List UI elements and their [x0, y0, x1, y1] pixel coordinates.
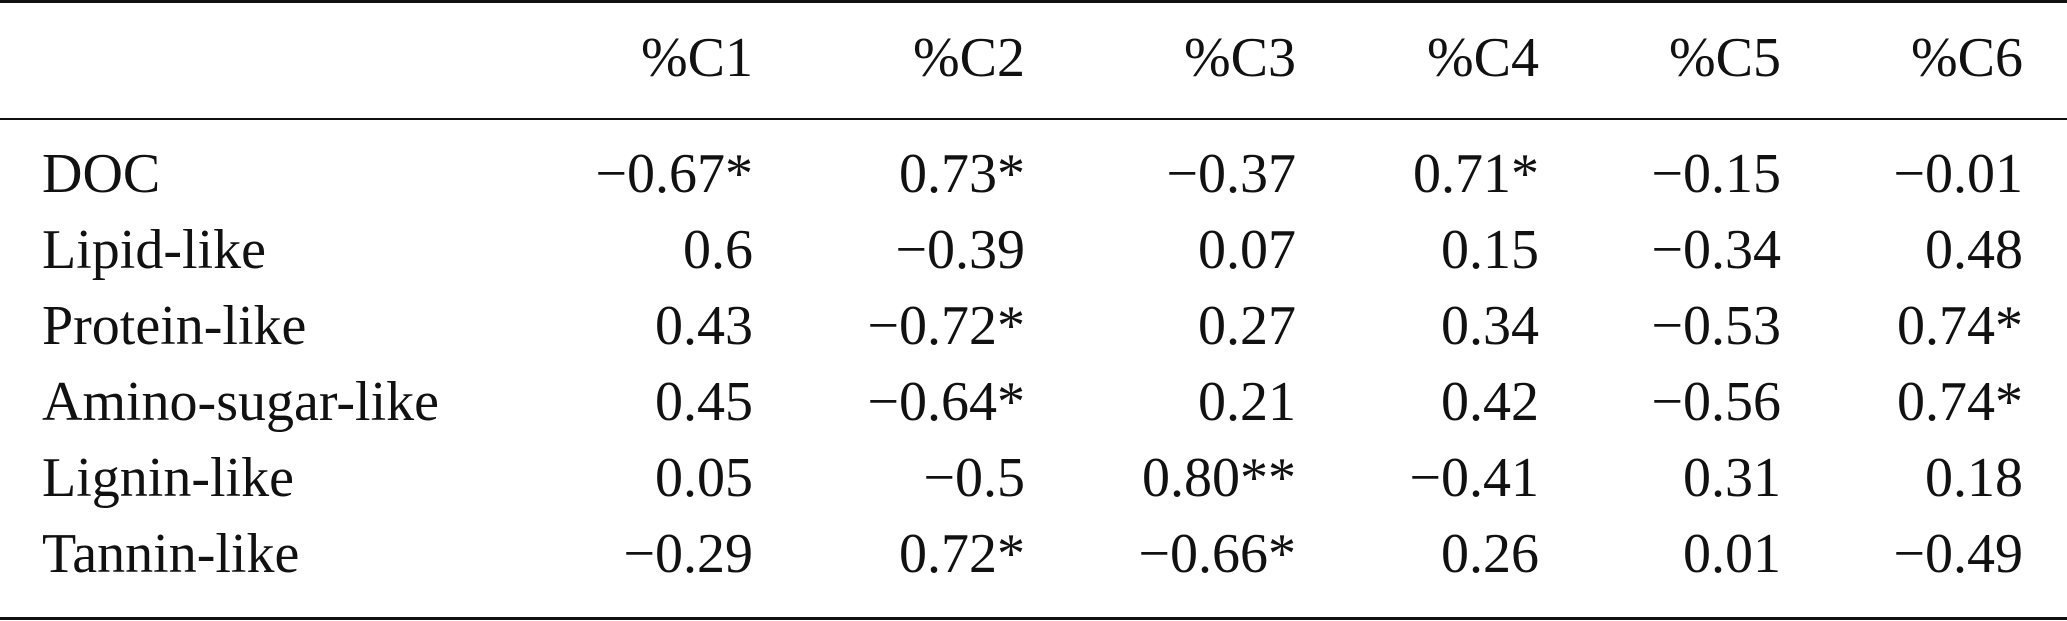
- table-cell: −0.67*: [595, 143, 753, 205]
- table-cell: 0.72*: [899, 523, 1025, 585]
- table-cell: 0.07: [1198, 219, 1296, 281]
- table-cell: 0.74*: [1897, 295, 2023, 357]
- table-row: Amino-sugar-like 0.45 −0.64* 0.21 0.42 −…: [0, 364, 2067, 440]
- table-row: Tannin-like −0.29 0.72* −0.66* 0.26 0.01…: [0, 516, 2067, 592]
- table-row: Protein-like 0.43 −0.72* 0.27 0.34 −0.53…: [0, 288, 2067, 364]
- table-cell: 0.71*: [1413, 143, 1539, 205]
- column-header: %C4: [1427, 27, 1539, 89]
- column-header: %C3: [1184, 27, 1296, 89]
- table-bottom-rule: [0, 617, 2067, 620]
- table-cell: 0.27: [1198, 295, 1296, 357]
- table-cell: −0.5: [923, 447, 1025, 509]
- column-header: %C5: [1669, 27, 1781, 89]
- table-row: DOC −0.67* 0.73* −0.37 0.71* −0.15 −0.01: [0, 136, 2067, 212]
- table-cell: −0.29: [623, 523, 753, 585]
- column-header: %C2: [913, 27, 1025, 89]
- table-row: Lignin-like 0.05 −0.5 0.80** −0.41 0.31 …: [0, 440, 2067, 516]
- table-cell: −0.56: [1651, 371, 1781, 433]
- table-cell: 0.42: [1441, 371, 1539, 433]
- table-cell: −0.49: [1893, 523, 2023, 585]
- table-cell: 0.6: [683, 219, 753, 281]
- table-cell: −0.72*: [867, 295, 1025, 357]
- table-cell: −0.53: [1651, 295, 1781, 357]
- table-cell: 0.80**: [1142, 447, 1296, 509]
- row-label: Protein-like: [42, 295, 307, 357]
- table-cell: 0.18: [1925, 447, 2023, 509]
- table-header-rule: [0, 118, 2067, 120]
- table-top-rule: [0, 0, 2067, 3]
- row-label: Amino-sugar-like: [42, 371, 440, 433]
- row-label: Tannin-like: [42, 523, 300, 585]
- column-header: %C6: [1911, 27, 2023, 89]
- table-cell: 0.43: [655, 295, 753, 357]
- table-cell: −0.37: [1166, 143, 1296, 205]
- table-cell: −0.64*: [867, 371, 1025, 433]
- table-cell: −0.15: [1651, 143, 1781, 205]
- table-cell: −0.66*: [1138, 523, 1296, 585]
- table-cell: −0.01: [1893, 143, 2023, 205]
- table-cell: 0.73*: [899, 143, 1025, 205]
- table-cell: 0.15: [1441, 219, 1539, 281]
- table-cell: 0.31: [1683, 447, 1781, 509]
- table-row: Lipid-like 0.6 −0.39 0.07 0.15 −0.34 0.4…: [0, 212, 2067, 288]
- table-cell: 0.74*: [1897, 371, 2023, 433]
- table-cell: 0.34: [1441, 295, 1539, 357]
- row-label: Lignin-like: [42, 447, 294, 509]
- column-header: %C1: [641, 27, 753, 89]
- row-label: DOC: [42, 143, 161, 205]
- table-header-row: %C1 %C2 %C3 %C4 %C5 %C6: [0, 20, 2067, 96]
- table-cell: −0.41: [1409, 447, 1539, 509]
- table-cell: 0.26: [1441, 523, 1539, 585]
- header-stub: [42, 20, 502, 96]
- table-cell: −0.39: [895, 219, 1025, 281]
- table-cell: −0.34: [1651, 219, 1781, 281]
- table-cell: 0.48: [1925, 219, 2023, 281]
- table-cell: 0.45: [655, 371, 753, 433]
- table-cell: 0.21: [1198, 371, 1296, 433]
- table-cell: 0.01: [1683, 523, 1781, 585]
- row-label: Lipid-like: [42, 219, 266, 281]
- table-cell: 0.05: [655, 447, 753, 509]
